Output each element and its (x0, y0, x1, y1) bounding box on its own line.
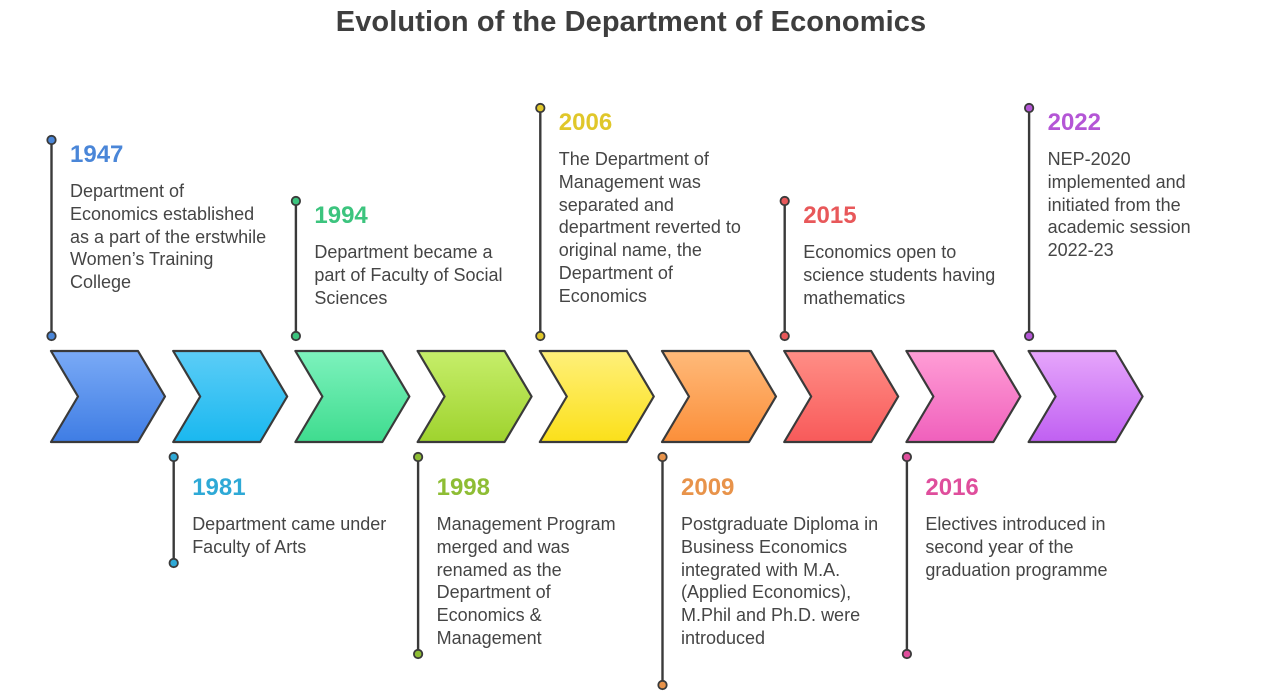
event-description: Department came under Faculty of Arts (192, 514, 387, 557)
connector-dot-2015-end (779, 330, 790, 342)
connector-dot-2022-end (1024, 330, 1035, 342)
connector-dot-1947-end (46, 330, 57, 342)
timeline-event-2006: 2006 The Department of Management was sep… (559, 109, 759, 308)
event-year: 1998 (436, 474, 490, 501)
connector-dot-1994-end (290, 330, 301, 342)
page-title: Evolution of the Department of Economics (335, 6, 927, 38)
event-description: Postgraduate Diploma in Business Economi… (681, 514, 879, 648)
event-description: Department of Economics established as a… (70, 181, 267, 293)
chevron-2016 (905, 349, 1022, 444)
chevron-1994 (294, 349, 411, 444)
event-year: 2022 (1047, 109, 1101, 136)
timeline-event-2016: 2016 Electives introduced in second year … (925, 474, 1125, 581)
chevron-2006 (538, 349, 655, 444)
connector-dot-1981-end (168, 557, 179, 569)
chevron-1947 (49, 349, 167, 444)
event-description: Electives introduced in second year of t… (925, 514, 1108, 580)
event-year: 2016 (925, 474, 979, 501)
event-year: 2015 (803, 202, 857, 229)
timeline-event-1998: 1998 Management Program merged and was re… (437, 474, 637, 650)
event-description: Economics open to science students havin… (803, 242, 996, 308)
connector-dot-1998-end (412, 648, 424, 660)
event-description: Department became a part of Faculty of S… (314, 242, 503, 308)
chevron-1981 (172, 349, 289, 444)
timeline-event-1981: 1981 Department came under Faculty of Art… (192, 474, 392, 559)
timeline-event-2022: 2022 NEP-2020 implemented and initiated f… (1048, 109, 1238, 262)
connector-dot-2006-start (535, 102, 546, 114)
connector-dot-2009-start (657, 451, 668, 463)
event-year: 1994 (314, 202, 368, 229)
connector-dot-2022-start (1024, 102, 1035, 114)
event-description: The Department of Management was separat… (558, 149, 741, 306)
connector-dot-2006-end (535, 330, 546, 342)
connector-dot-2016-end (901, 648, 913, 660)
event-year: 2006 (558, 109, 613, 136)
connector-dot-2009-end (657, 679, 668, 691)
timeline-event-1994: 1994 Department became a part of Faculty … (314, 202, 514, 309)
event-description: NEP-2020 implemented and initiated from … (1047, 149, 1191, 261)
connector-dot-1994-start (290, 195, 301, 207)
event-year: 2009 (681, 474, 735, 501)
timeline-event-2009: 2009 Postgraduate Diploma in Business Eco… (681, 474, 896, 650)
connector-dot-1947-start (46, 134, 57, 146)
timeline-event-2015: 2015 Economics open to science students h… (803, 202, 1003, 309)
event-description: Management Program merged and was rename… (436, 514, 616, 648)
chevron-1998 (416, 349, 533, 444)
timeline-event-1947: 1947 Department of Economics established … (70, 141, 270, 294)
chevron-2015 (783, 349, 900, 444)
connector-dot-1981-start (168, 451, 179, 463)
connector-dot-1998-start (412, 451, 424, 463)
chevron-2022 (1027, 349, 1144, 444)
event-year: 1981 (192, 474, 246, 501)
chevron-2009 (660, 349, 778, 444)
event-year: 1947 (70, 141, 124, 168)
connector-dot-2016-start (901, 451, 913, 463)
connector-dot-2015-start (779, 195, 790, 207)
